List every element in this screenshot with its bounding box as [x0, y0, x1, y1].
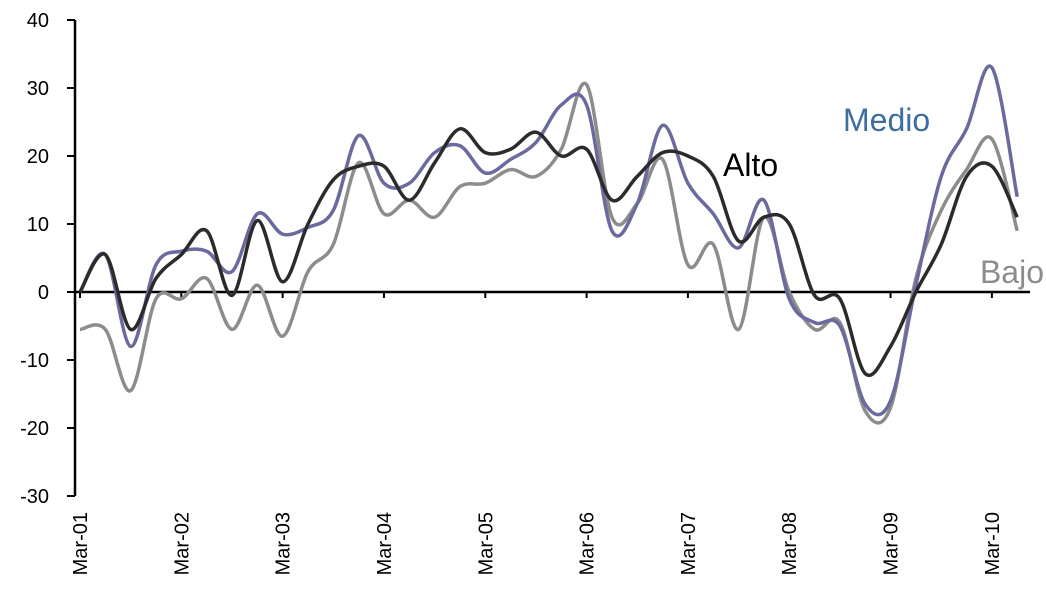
y-tick-label: 10: [27, 214, 49, 236]
x-tick-label: Mar-06: [577, 512, 599, 575]
y-tick-label: -20: [20, 418, 49, 440]
line: [78, 64, 1019, 417]
x-tick-label: Mar-09: [881, 512, 903, 575]
x-tick-label: Mar-02: [171, 512, 193, 575]
y-tick-label: -10: [20, 350, 49, 372]
x-tick-label: Mar-01: [70, 512, 92, 575]
x-tick-label: Mar-08: [779, 512, 801, 575]
y-tick-label: 30: [27, 78, 49, 100]
y-tick-label: 0: [38, 282, 49, 304]
line: [79, 81, 1019, 425]
line: [78, 127, 1019, 378]
x-tick-label: Mar-10: [982, 512, 1004, 575]
y-tick-label: 40: [27, 10, 49, 32]
y-tick-label: -30: [20, 486, 49, 508]
x-tick-label: Mar-04: [374, 512, 396, 575]
x-tick-label: Mar-03: [273, 512, 295, 575]
x-tick-label: Mar-07: [678, 512, 700, 575]
x-tick-label: Mar-05: [475, 512, 497, 575]
y-tick-label: 20: [27, 146, 49, 168]
series-label: Medio: [843, 102, 930, 138]
series-label: Bajo: [980, 254, 1044, 290]
series-label: Alto: [723, 147, 778, 183]
